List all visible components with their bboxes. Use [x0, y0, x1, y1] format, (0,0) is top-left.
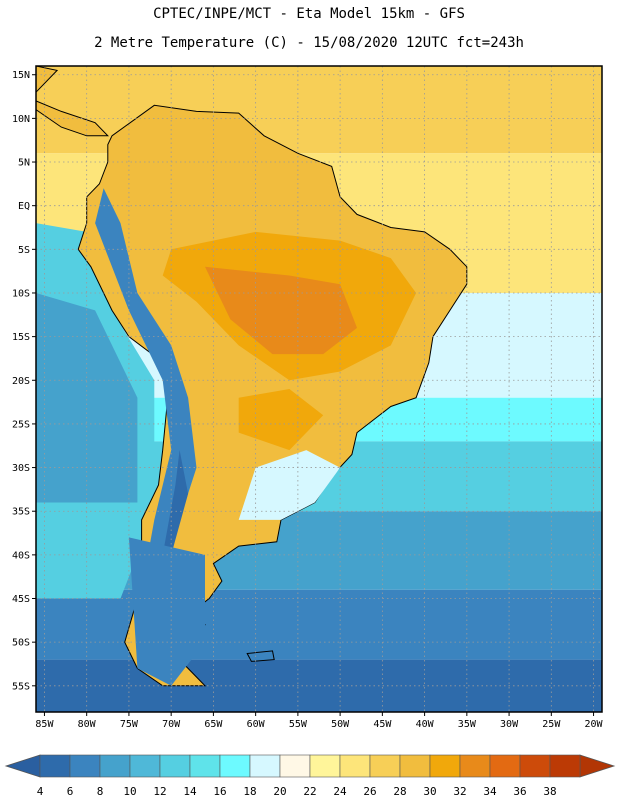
lon-tick-label: 35W	[458, 719, 477, 730]
colorbar-under-arrow	[4, 754, 41, 778]
colorbar-label: 28	[393, 785, 406, 798]
panama-land	[36, 100, 109, 137]
map-title: CPTEC/INPE/MCT - Eta Model 15km - GFS	[153, 6, 465, 22]
lon-tick-label: 55W	[289, 719, 308, 730]
colorbar-label: 10	[123, 785, 136, 798]
patagonia-cold-region	[128, 537, 205, 686]
lat-tick-label: 25S	[12, 419, 30, 430]
colorbar-swatch	[99, 754, 131, 778]
colorbar-swatch	[159, 754, 191, 778]
lat-tick-label: 35S	[12, 507, 30, 518]
pampas-cool-region	[238, 450, 341, 520]
colorbar-label: 4	[37, 785, 44, 798]
colorbar-swatch	[189, 754, 221, 778]
lat-tick-label: 5N	[18, 158, 30, 169]
colorbar-label: 26	[363, 785, 376, 798]
colorbar-label: 14	[183, 785, 197, 798]
lat-tick-label: 15N	[12, 70, 30, 81]
colorbar-label: 30	[423, 785, 436, 798]
lat-tick-label: 50S	[12, 638, 30, 649]
axis-ticks: 85W 80W 75W 70W 65W 60W 55W 50W 45W 40W 35W 30W 25W 2…	[12, 70, 604, 730]
map-subtitle: 2 Metre Temperature (C) - 15/08/2020 12U…	[94, 35, 524, 51]
lat-tick-label: 20S	[12, 376, 30, 387]
colorbar-swatch	[69, 754, 101, 778]
lat-tick-label: 55S	[12, 681, 30, 692]
map-frame	[35, 65, 603, 713]
central-america-land	[36, 66, 59, 93]
colorbar-label: 38	[543, 785, 556, 798]
colorbar-label: 20	[273, 785, 286, 798]
lat-tick-label: 45S	[12, 594, 30, 605]
colorbar-swatch	[339, 754, 371, 778]
ocean-band	[36, 589, 602, 660]
lat-tick-label: 40S	[12, 550, 30, 561]
lat-tick-label: 15S	[12, 332, 30, 343]
colorbar-over-arrow	[579, 754, 616, 778]
colorbar-label: 22	[303, 785, 316, 798]
colorbar-swatch	[489, 754, 521, 778]
lon-tick-label: 60W	[247, 719, 266, 730]
chaco-warm-region	[238, 389, 324, 451]
colorbar-label: 8	[97, 785, 104, 798]
colorbar-label: 18	[243, 785, 256, 798]
lon-tick-label: 80W	[78, 719, 97, 730]
colorbar-swatch	[279, 754, 311, 778]
lon-tick-label: 65W	[204, 719, 223, 730]
colorbar-swatch	[519, 754, 551, 778]
lon-tick-label: 45W	[373, 719, 392, 730]
lon-tick-label: 25W	[542, 719, 561, 730]
pacific-cold-region	[36, 293, 138, 503]
lat-tick-label: 10S	[12, 288, 30, 299]
colorbar-label: 36	[513, 785, 526, 798]
colorbar-label: 32	[453, 785, 466, 798]
colorbar: 4 6 8 10 12 14 16 18 20 22 24 26 28 30 32 34 36 38	[4, 754, 616, 798]
lon-tick-label: 30W	[500, 719, 519, 730]
lon-tick-label: 75W	[120, 719, 139, 730]
colorbar-label: 16	[213, 785, 226, 798]
colorbar-label: 12	[153, 785, 166, 798]
lon-tick-label: 85W	[35, 719, 54, 730]
ocean-band	[36, 659, 602, 712]
colorbar-swatch	[129, 754, 161, 778]
colorbar-swatch	[549, 754, 581, 778]
lat-tick-label: 30S	[12, 463, 30, 474]
colorbar-swatch	[39, 754, 71, 778]
lon-tick-label: 70W	[162, 719, 181, 730]
colorbar-label: 24	[333, 785, 347, 798]
lon-tick-label: 20W	[585, 719, 604, 730]
colorbar-swatch	[249, 754, 281, 778]
lon-tick-label: 50W	[331, 719, 350, 730]
colorbar-swatch	[459, 754, 491, 778]
lon-tick-label: 40W	[416, 719, 435, 730]
colorbar-swatch	[219, 754, 251, 778]
colorbar-label: 6	[67, 785, 74, 798]
lat-tick-label: 5S	[18, 245, 30, 256]
colorbar-label: 34	[483, 785, 497, 798]
colorbar-swatch	[399, 754, 431, 778]
falkland-islands	[246, 650, 275, 662]
colorbar-swatch	[369, 754, 401, 778]
colorbar-swatch	[309, 754, 341, 778]
lat-tick-label: EQ	[18, 201, 30, 212]
lat-tick-label: 10N	[12, 114, 30, 125]
interior-hot-region	[205, 266, 357, 355]
colorbar-swatch	[429, 754, 461, 778]
temperature-field	[36, 66, 602, 712]
